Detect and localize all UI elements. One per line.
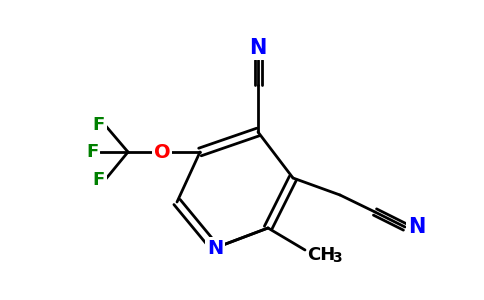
Text: 3: 3 bbox=[332, 251, 342, 265]
Text: F: F bbox=[93, 171, 105, 189]
Text: CH: CH bbox=[307, 246, 335, 264]
Text: N: N bbox=[408, 217, 426, 237]
Text: O: O bbox=[154, 142, 170, 161]
Text: F: F bbox=[93, 116, 105, 134]
Text: F: F bbox=[86, 143, 98, 161]
Text: N: N bbox=[249, 38, 267, 58]
Text: N: N bbox=[207, 238, 223, 257]
